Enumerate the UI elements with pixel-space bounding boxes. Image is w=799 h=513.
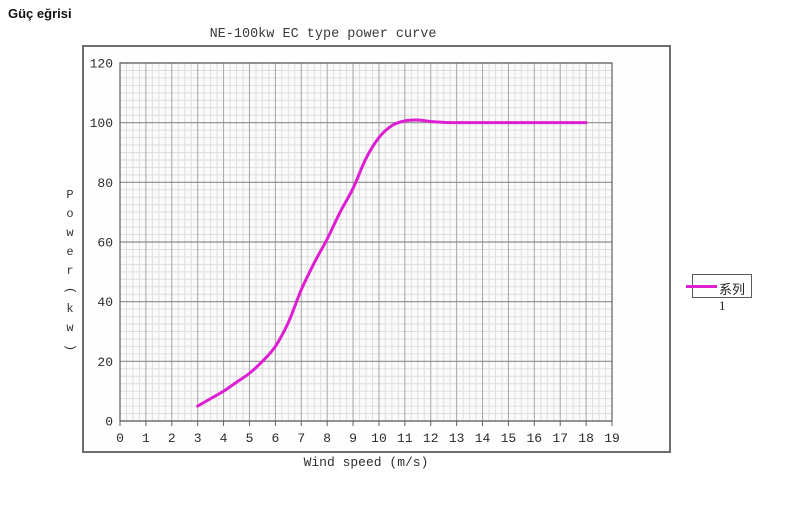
x-tick-label: 6 xyxy=(271,431,279,446)
x-tick-label: 17 xyxy=(552,431,568,446)
y-tick-label: 60 xyxy=(97,236,113,251)
x-tick-label: 4 xyxy=(220,431,228,446)
x-tick-label: 5 xyxy=(246,431,254,446)
plot-border xyxy=(119,62,613,422)
y-tick-label: 80 xyxy=(97,176,113,191)
x-tick-label: 1 xyxy=(142,431,150,446)
chart-outer-border xyxy=(82,45,671,453)
x-tick-label: 16 xyxy=(527,431,543,446)
y-tick-label: 0 xyxy=(105,415,113,430)
legend-series-label: 系列1 xyxy=(719,282,746,313)
y-axis-title-char: P xyxy=(66,188,74,202)
x-tick-label: 7 xyxy=(297,431,305,446)
y-axis-title-char: w xyxy=(66,226,74,240)
y-axis-title-char: r xyxy=(66,264,74,278)
x-tick-label: 11 xyxy=(397,431,413,446)
y-axis-title-char: ( xyxy=(63,286,78,295)
x-tick-label: 13 xyxy=(449,431,465,446)
x-tick-label: 3 xyxy=(194,431,202,446)
y-tick-label: 20 xyxy=(97,355,113,370)
y-axis-title-char: e xyxy=(66,245,74,259)
y-tick-label: 120 xyxy=(90,57,113,72)
x-tick-label: 19 xyxy=(604,431,620,446)
x-tick-label: 14 xyxy=(475,431,491,446)
page-heading: Güç eğrisi xyxy=(8,6,72,21)
x-tick-label: 9 xyxy=(349,431,357,446)
y-axis-title-char: o xyxy=(66,207,74,221)
x-tick-label: 8 xyxy=(323,431,331,446)
x-tick-label: 12 xyxy=(423,431,439,446)
x-axis-title: Wind speed (m/s) xyxy=(303,455,429,470)
x-tick-label: 15 xyxy=(501,431,517,446)
power-curve-series xyxy=(196,118,588,408)
legend: 系列1 xyxy=(686,274,752,313)
chart-title: NE-100kw EC type power curve xyxy=(209,27,437,42)
x-tick-label: 10 xyxy=(371,431,387,446)
y-axis-title-char: ) xyxy=(63,343,78,352)
legend-line-sample xyxy=(686,285,717,288)
x-tick-label: 2 xyxy=(168,431,176,446)
y-tick-label: 100 xyxy=(90,116,113,131)
x-tick-label: 18 xyxy=(578,431,594,446)
y-axis-title-char: w xyxy=(66,321,74,335)
y-axis-title-char: k xyxy=(66,302,74,316)
chart-frame: 0 20 40 60 80 100 120 0 1 2 3 4 5 6 7 8 9 10 11 12 13 14 15 16 1… xyxy=(82,45,752,453)
x-tick-label: 0 xyxy=(116,431,124,446)
y-tick-label: 40 xyxy=(97,295,113,310)
